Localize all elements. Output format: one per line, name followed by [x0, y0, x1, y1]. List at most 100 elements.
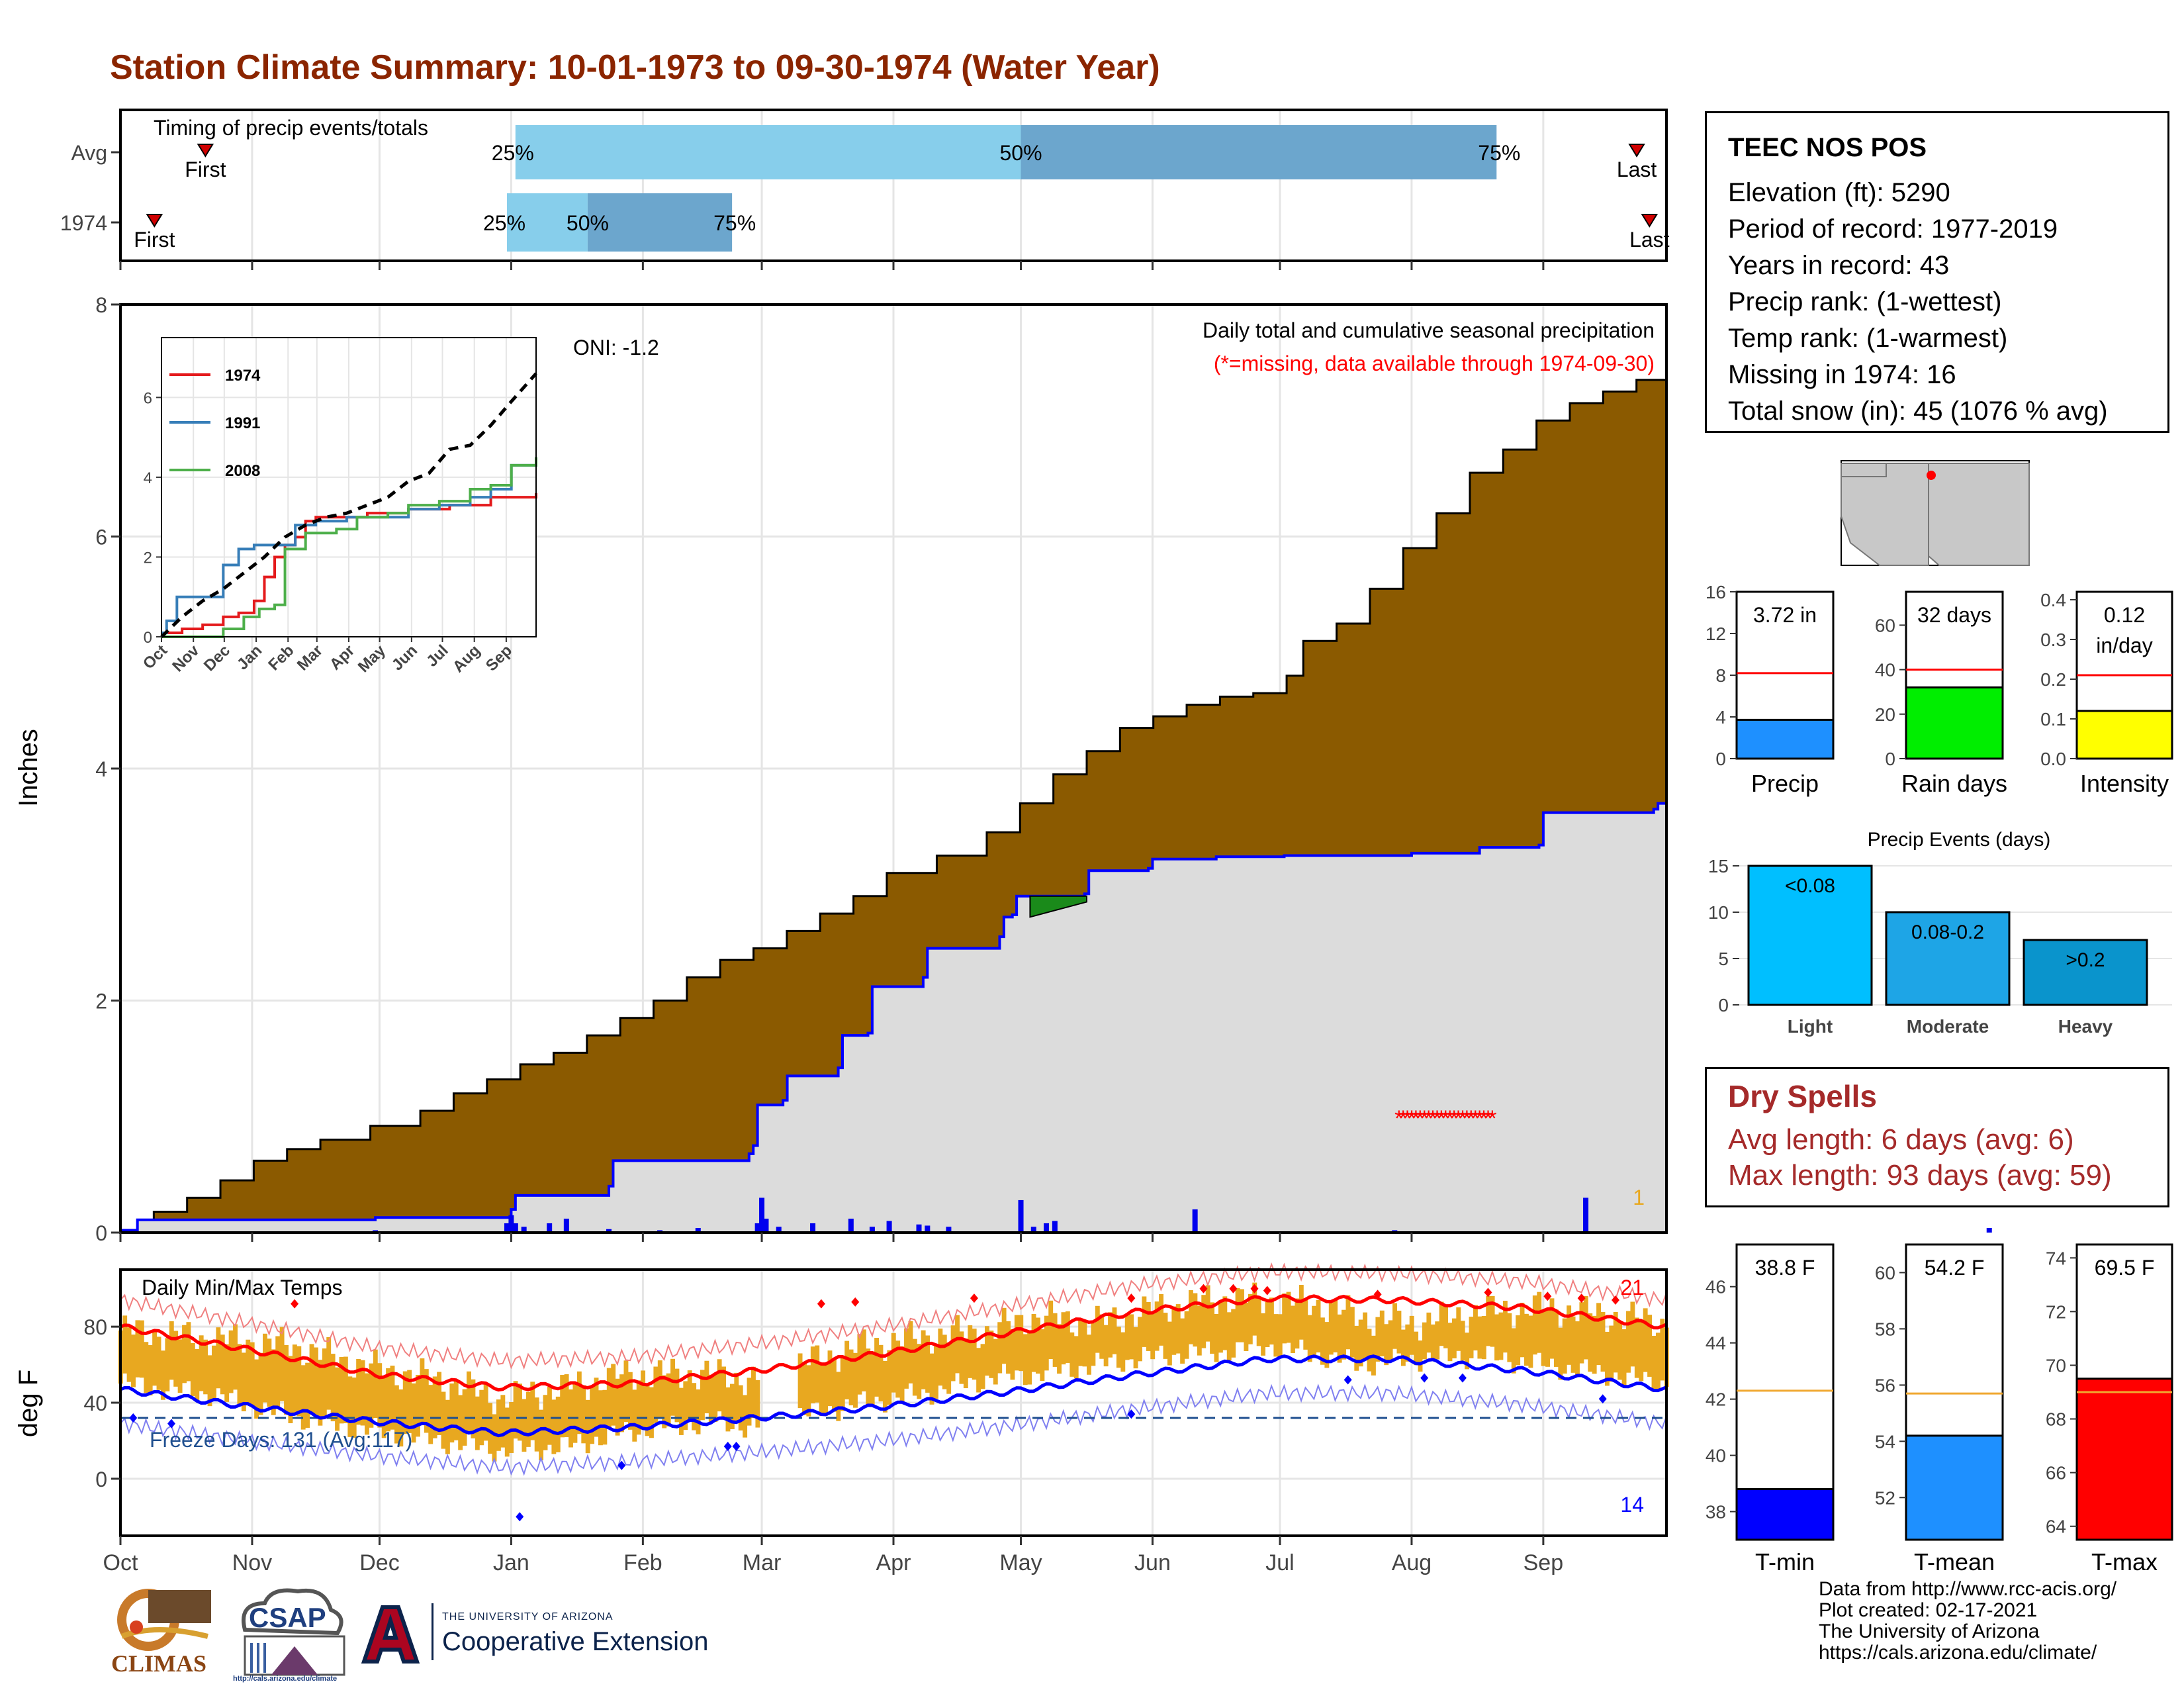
temp-range-bar-234	[1112, 1307, 1117, 1354]
temp-range-bar-191	[929, 1353, 934, 1405]
temp-range-bar-33	[258, 1352, 263, 1415]
events-ytick-label-3: 15	[1708, 856, 1729, 876]
precip-daily-bar-29	[1986, 1227, 1992, 1233]
temp-range-bar-270	[1265, 1301, 1270, 1347]
temp-range-bar-332	[1528, 1315, 1533, 1368]
university-logo: THE UNIVERSITY OF ARIZONA Cooperative Ex…	[357, 1602, 741, 1675]
temp-range-bar-39	[284, 1344, 289, 1415]
temp-range-bar-26	[228, 1330, 234, 1393]
events-title: Precip Events (days)	[1868, 829, 2051, 851]
temp-record-low-marker-6	[1127, 1409, 1136, 1419]
temp-range-bar-64	[390, 1366, 395, 1430]
temp-range-bar-307	[1422, 1322, 1427, 1360]
precip-daily-bar-24	[1044, 1223, 1050, 1233]
precip-summary-ytick-label-1-1: 20	[1875, 704, 1895, 725]
temp-record-low-count: 14	[1620, 1493, 1644, 1517]
temp-range-bar-219	[1048, 1300, 1054, 1359]
temp-range-bar-349	[1600, 1312, 1606, 1372]
temp-range-bar-351	[1609, 1325, 1614, 1382]
temp-range-bar-227	[1082, 1321, 1087, 1367]
locator-map-new-mexico	[1928, 463, 2030, 566]
temp-range-bar-29	[241, 1352, 246, 1411]
temp-range-bar-294	[1367, 1329, 1372, 1372]
temp-range-bar-181	[887, 1350, 892, 1405]
precip-missing-marker-321: *	[1479, 1106, 1488, 1131]
temp-range-bar-238	[1129, 1314, 1134, 1360]
temp-range-bar-206	[993, 1338, 998, 1385]
precip-missing-marker-310: *	[1433, 1106, 1441, 1131]
temp-record-low-marker-9	[1458, 1373, 1467, 1383]
precip-summary-bar-1	[1905, 686, 2004, 760]
temp-ytick-label-0: 0	[95, 1468, 107, 1491]
temp-range-bar-199	[963, 1338, 968, 1389]
temp-summary-ytick-label-2-0: 64	[2046, 1517, 2066, 1537]
dry-spells-max: Max length: 93 days (avg: 59)	[1728, 1159, 2112, 1192]
temp-range-bar-233	[1108, 1312, 1113, 1358]
temp-range-bar-211	[1014, 1315, 1019, 1371]
events-bar-2	[2023, 939, 2148, 1006]
temp-range-bar-22	[211, 1345, 216, 1401]
temp-range-bar-271	[1269, 1297, 1274, 1345]
temp-range-bar-118	[619, 1374, 624, 1432]
temp-range-bar-79	[453, 1380, 459, 1440]
temp-record-low-marker-3	[617, 1460, 626, 1470]
temp-range-bar-360	[1647, 1315, 1653, 1377]
temp-range-bar-180	[882, 1360, 887, 1413]
precip-missing-marker-316: *	[1458, 1106, 1467, 1131]
temp-range-bar-277	[1295, 1298, 1300, 1349]
temp-range-bar-93	[513, 1381, 518, 1439]
temp-range-bar-56	[356, 1359, 361, 1425]
temp-range-bar-24	[220, 1335, 225, 1395]
temp-range-bar-100	[543, 1395, 548, 1450]
temp-range-bar-204	[984, 1326, 989, 1376]
precip-missing-marker-311: *	[1437, 1106, 1445, 1131]
temp-range-bar-89	[496, 1399, 501, 1451]
temp-range-bar-337	[1549, 1298, 1555, 1359]
precip-ylabel: Inches	[14, 729, 43, 807]
precip-missing-marker-312: *	[1441, 1106, 1450, 1131]
temp-record-high-marker-0	[291, 1299, 299, 1309]
precip-missing-marker-301: *	[1394, 1106, 1403, 1131]
credits-data-source: Data from http://www.rcc-acis.org/	[1819, 1578, 2117, 1600]
temp-range-bar-218	[1044, 1315, 1049, 1371]
temp-xtick-label-0: Oct	[103, 1550, 138, 1575]
temp-range-bar-302	[1400, 1329, 1406, 1366]
precip-ytick-label-1: 2	[95, 990, 107, 1013]
temp-range-bar-265	[1244, 1303, 1249, 1352]
temp-record-high-marker-13	[1611, 1295, 1619, 1305]
precip-daily-bar-13	[763, 1218, 769, 1233]
temp-avg-max-line	[120, 1293, 1667, 1392]
temp-range-bar-31	[250, 1342, 255, 1406]
temp-range-bar-268	[1256, 1298, 1261, 1346]
temp-range-bar-232	[1103, 1325, 1109, 1367]
temp-range-bar-299	[1388, 1320, 1393, 1362]
temp-range-bar-167	[827, 1350, 833, 1407]
temp-record-high-count: 21	[1620, 1276, 1644, 1299]
timing-last-marker-1	[1641, 214, 1659, 228]
temp-range-bar-189	[921, 1330, 926, 1389]
timing-label-25-0: 25%	[492, 141, 534, 165]
temp-range-bar-280	[1307, 1315, 1312, 1362]
precip-missing-marker-302: *	[1398, 1106, 1407, 1131]
temp-range-bar-46	[314, 1347, 318, 1417]
station-info-box: TEEC NOS POS Elevation (ft): 5290 Period…	[1705, 111, 2169, 433]
precip-summary-ytick-label-0-2: 8	[1715, 665, 1726, 686]
temp-summary-ytick-label-1-4: 60	[1875, 1262, 1895, 1283]
temp-range-bar-304	[1409, 1315, 1414, 1355]
precip-summary-value-label-1: 32 days	[1917, 603, 1991, 627]
temp-range-bar-341	[1567, 1305, 1572, 1365]
temp-range-bar-164	[815, 1345, 820, 1403]
temp-range-bar-319	[1473, 1305, 1478, 1351]
temp-range-bar-276	[1291, 1305, 1295, 1354]
temp-range-bar-293	[1363, 1312, 1368, 1361]
precip-ytick-label-4: 8	[95, 293, 107, 317]
precip-missing-marker-304: *	[1407, 1106, 1416, 1131]
temp-range-bar-200	[968, 1325, 973, 1378]
precip-summary-label-0: Precip	[1751, 770, 1819, 797]
temp-record-low-marker-4	[723, 1442, 732, 1452]
temp-summary-ytick-label-2-5: 74	[2046, 1248, 2066, 1268]
temp-range-bar-13	[173, 1331, 179, 1387]
precip-daily-bar-21	[946, 1227, 952, 1233]
temp-range-bar-117	[615, 1378, 620, 1436]
temp-range-bar-291	[1354, 1325, 1359, 1371]
